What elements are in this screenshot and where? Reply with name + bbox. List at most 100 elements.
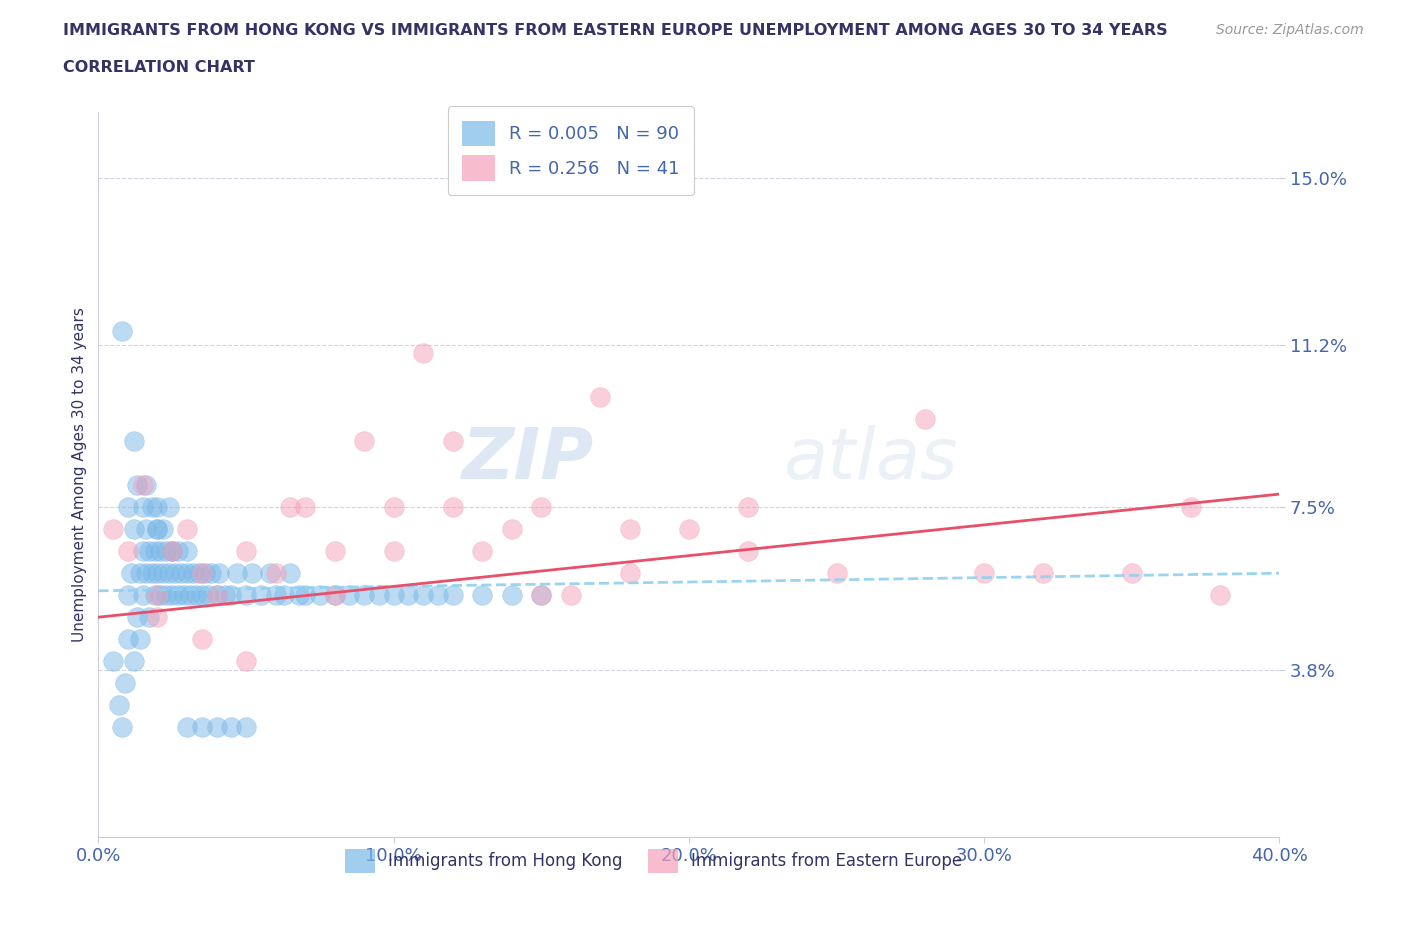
Point <box>471 588 494 603</box>
Point <box>125 610 148 625</box>
Point <box>589 390 612 405</box>
Point <box>135 522 157 537</box>
Point <box>103 654 125 669</box>
Point <box>162 544 183 559</box>
Text: CORRELATION CHART: CORRELATION CHART <box>63 60 254 75</box>
Point <box>191 565 214 580</box>
Point <box>825 565 848 580</box>
Text: IMMIGRANTS FROM HONG KONG VS IMMIGRANTS FROM EASTERN EUROPE UNEMPLOYMENT AMONG A: IMMIGRANTS FROM HONG KONG VS IMMIGRANTS … <box>63 23 1168 38</box>
Y-axis label: Unemployment Among Ages 30 to 34 years: Unemployment Among Ages 30 to 34 years <box>72 307 87 642</box>
Point <box>114 676 136 691</box>
Point <box>162 544 183 559</box>
Point <box>208 565 231 580</box>
Point <box>135 565 157 580</box>
Point <box>122 522 145 537</box>
Point <box>288 588 311 603</box>
Point <box>146 522 169 537</box>
Point <box>143 544 166 559</box>
Point <box>737 544 759 559</box>
Point <box>530 499 553 514</box>
Point <box>309 588 332 603</box>
Point <box>146 610 169 625</box>
Point <box>141 499 163 514</box>
Point <box>128 565 150 580</box>
Point <box>441 499 464 514</box>
Point <box>155 588 177 603</box>
Point <box>125 478 148 493</box>
Point <box>259 565 281 580</box>
Point <box>191 720 214 735</box>
Point <box>132 499 155 514</box>
Text: ZIP: ZIP <box>463 425 595 494</box>
Point <box>138 544 160 559</box>
Point <box>560 588 582 603</box>
Point <box>280 499 302 514</box>
Point <box>235 544 257 559</box>
Point <box>152 522 174 537</box>
Point <box>382 588 405 603</box>
Point <box>146 499 169 514</box>
Point <box>181 565 204 580</box>
Point <box>146 522 169 537</box>
Point <box>973 565 995 580</box>
Point <box>323 588 346 603</box>
Point <box>187 565 209 580</box>
Point <box>149 544 172 559</box>
Point <box>264 588 287 603</box>
Point <box>176 522 198 537</box>
Point <box>235 720 257 735</box>
Point <box>353 434 375 449</box>
Text: Source: ZipAtlas.com: Source: ZipAtlas.com <box>1216 23 1364 37</box>
Point <box>138 610 160 625</box>
Text: atlas: atlas <box>783 425 957 494</box>
Point <box>530 588 553 603</box>
Point <box>146 565 169 580</box>
Point <box>132 478 155 493</box>
Point <box>132 544 155 559</box>
Point <box>205 588 228 603</box>
Point <box>200 565 222 580</box>
Point <box>619 522 641 537</box>
Point <box>135 478 157 493</box>
Point <box>353 588 375 603</box>
Point <box>117 544 139 559</box>
Point <box>167 588 190 603</box>
Point <box>501 522 523 537</box>
Point <box>214 588 236 603</box>
Point <box>117 631 139 646</box>
Point <box>152 565 174 580</box>
Point <box>167 544 190 559</box>
Point <box>173 588 195 603</box>
Point <box>471 544 494 559</box>
Point <box>120 565 142 580</box>
Point <box>191 588 214 603</box>
Point <box>1032 565 1054 580</box>
Point <box>176 565 198 580</box>
Point <box>1121 565 1143 580</box>
Legend: Immigrants from Hong Kong, Immigrants from Eastern Europe: Immigrants from Hong Kong, Immigrants fr… <box>339 843 969 880</box>
Point <box>111 324 134 339</box>
Point <box>184 588 207 603</box>
Point <box>141 565 163 580</box>
Point <box>221 720 243 735</box>
Point <box>191 631 214 646</box>
Point <box>103 522 125 537</box>
Point <box>368 588 391 603</box>
Point <box>235 588 257 603</box>
Point <box>117 499 139 514</box>
Point <box>205 588 228 603</box>
Point <box>162 588 183 603</box>
Point <box>176 544 198 559</box>
Point <box>250 588 273 603</box>
Point <box>382 499 405 514</box>
Point <box>176 720 198 735</box>
Point <box>235 654 257 669</box>
Point <box>382 544 405 559</box>
Point <box>737 499 759 514</box>
Point <box>323 544 346 559</box>
Point <box>122 654 145 669</box>
Point <box>149 588 172 603</box>
Point <box>197 588 219 603</box>
Point <box>294 499 316 514</box>
Point <box>412 588 434 603</box>
